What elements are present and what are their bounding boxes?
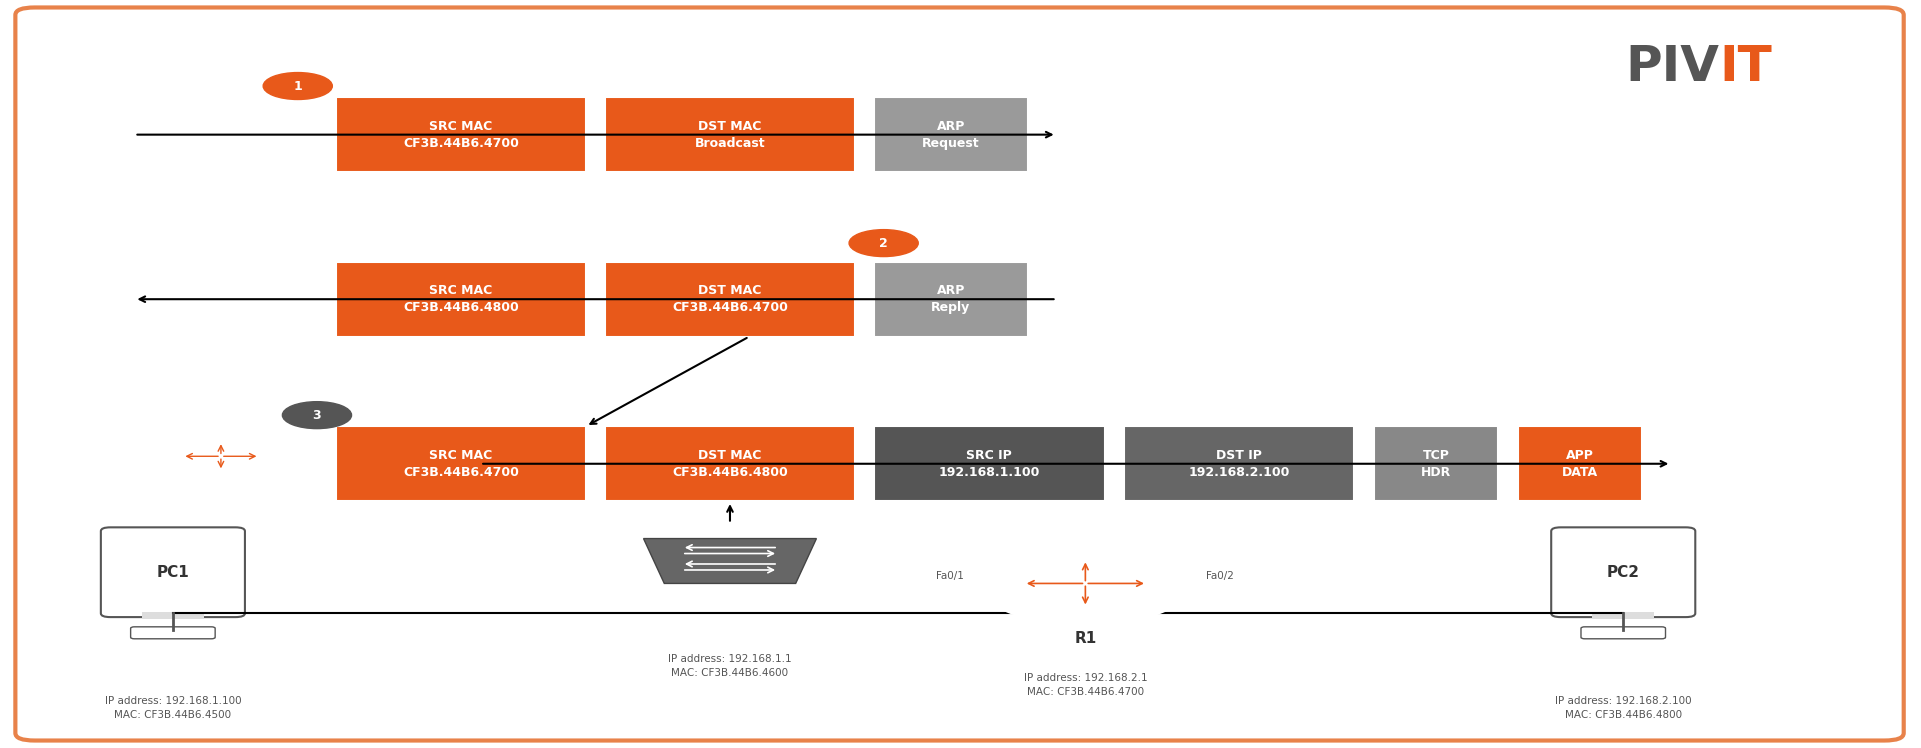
FancyBboxPatch shape — [1374, 426, 1498, 501]
Text: PC2: PC2 — [1606, 565, 1641, 580]
Text: DST IP
192.168.2.100: DST IP 192.168.2.100 — [1189, 449, 1289, 479]
Text: PIV: PIV — [1625, 43, 1719, 91]
FancyBboxPatch shape — [1124, 426, 1354, 501]
FancyBboxPatch shape — [336, 262, 586, 337]
FancyBboxPatch shape — [131, 627, 215, 639]
Circle shape — [282, 402, 352, 429]
FancyBboxPatch shape — [874, 426, 1105, 501]
FancyBboxPatch shape — [142, 612, 204, 619]
FancyBboxPatch shape — [1581, 627, 1666, 639]
FancyBboxPatch shape — [100, 527, 246, 617]
Text: TCP
HDR: TCP HDR — [1422, 449, 1450, 479]
Text: IP address: 192.168.2.1
MAC: CF3B.44B6.4700: IP address: 192.168.2.1 MAC: CF3B.44B6.4… — [1024, 673, 1147, 697]
Text: 3: 3 — [313, 408, 321, 422]
FancyBboxPatch shape — [1518, 426, 1642, 501]
Text: IP address: 192.168.1.100
MAC: CF3B.44B6.4500: IP address: 192.168.1.100 MAC: CF3B.44B6… — [104, 696, 242, 720]
FancyBboxPatch shape — [605, 426, 855, 501]
Text: 1: 1 — [294, 79, 302, 93]
Text: IP address: 192.168.1.1
MAC: CF3B.44B6.4600: IP address: 192.168.1.1 MAC: CF3B.44B6.4… — [669, 654, 791, 678]
Text: IT: IT — [1719, 43, 1771, 91]
Circle shape — [152, 429, 290, 483]
Text: Fa0/2: Fa0/2 — [1206, 571, 1235, 581]
Text: SRC IP
192.168.1.100: SRC IP 192.168.1.100 — [939, 449, 1039, 479]
Text: DST MAC
CF3B.44B6.4700: DST MAC CF3B.44B6.4700 — [672, 284, 788, 314]
Circle shape — [849, 230, 918, 257]
Text: SRC MAC
CF3B.44B6.4800: SRC MAC CF3B.44B6.4800 — [403, 284, 519, 314]
FancyBboxPatch shape — [605, 97, 855, 172]
Text: APP
DATA: APP DATA — [1562, 449, 1598, 479]
Text: Fa0/1: Fa0/1 — [936, 571, 964, 581]
FancyBboxPatch shape — [336, 97, 586, 172]
Text: 2: 2 — [880, 236, 888, 250]
Text: ARP
Request: ARP Request — [922, 120, 980, 150]
Text: DST MAC
Broadcast: DST MAC Broadcast — [695, 120, 765, 150]
Text: PC1: PC1 — [156, 565, 190, 580]
FancyBboxPatch shape — [1593, 612, 1654, 619]
Text: SRC MAC
CF3B.44B6.4700: SRC MAC CF3B.44B6.4700 — [403, 120, 519, 150]
Circle shape — [263, 73, 332, 99]
Text: ARP
Reply: ARP Reply — [932, 284, 970, 314]
FancyBboxPatch shape — [1552, 527, 1694, 617]
FancyBboxPatch shape — [605, 262, 855, 337]
Text: DST MAC
CF3B.44B6.4800: DST MAC CF3B.44B6.4800 — [672, 449, 788, 479]
Text: IP address: 192.168.2.100
MAC: CF3B.44B6.4800: IP address: 192.168.2.100 MAC: CF3B.44B6… — [1554, 696, 1692, 720]
FancyBboxPatch shape — [874, 97, 1028, 172]
Circle shape — [182, 462, 275, 498]
Text: SW1: SW1 — [713, 587, 747, 601]
Text: SRC MAC
CF3B.44B6.4700: SRC MAC CF3B.44B6.4700 — [403, 449, 519, 479]
Text: R1: R1 — [1074, 631, 1097, 646]
FancyBboxPatch shape — [874, 262, 1028, 337]
Polygon shape — [644, 539, 816, 583]
Circle shape — [980, 542, 1191, 625]
FancyBboxPatch shape — [336, 426, 586, 501]
